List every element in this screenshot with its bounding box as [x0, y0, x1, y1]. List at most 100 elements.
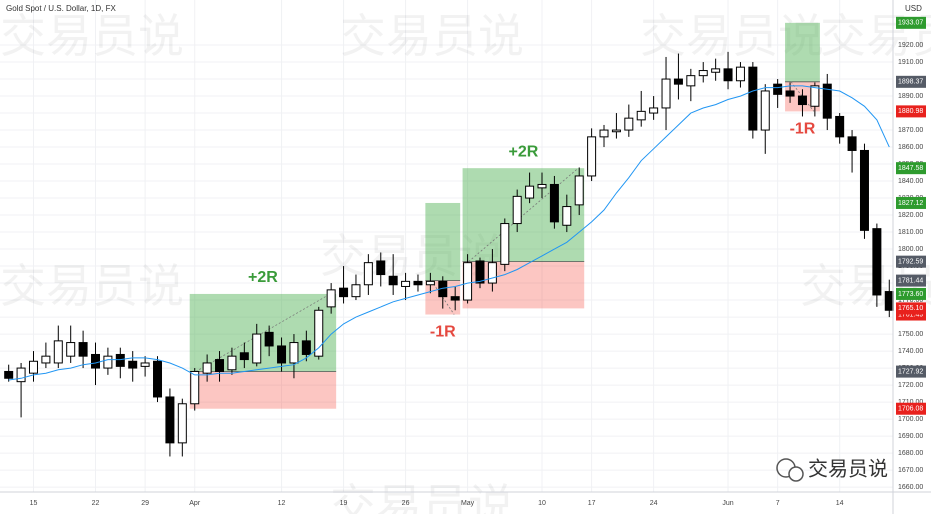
y-tick-label: 1910.00: [898, 59, 923, 66]
moving-average: [8, 85, 890, 381]
x-tick-label: 7: [776, 500, 780, 507]
watermark: 交易员说: [0, 10, 184, 62]
candle-body: [636, 110, 646, 121]
candle-body: [797, 95, 807, 106]
candle-body: [525, 185, 535, 199]
price-tag: [896, 255, 926, 268]
price-tag: [896, 16, 926, 29]
y-tick-label: 1820.00: [898, 212, 923, 219]
candle-body: [140, 362, 150, 367]
candle-body: [363, 262, 373, 286]
x-tick-label: May: [461, 500, 475, 507]
candle-body: [215, 359, 225, 372]
candle-body: [165, 396, 175, 444]
candle-body: [574, 175, 584, 206]
loss-zone: [189, 371, 337, 409]
symbol-title: Gold Spot / U.S. Dollar, 1D, FX: [6, 4, 116, 13]
candle-body: [475, 260, 485, 284]
candle-body: [884, 291, 894, 311]
price-tag: [896, 105, 926, 118]
candle-body: [277, 345, 287, 364]
x-tick-label: 29: [141, 500, 149, 507]
watermark: 交易员说: [330, 480, 514, 514]
candle-body: [773, 83, 783, 95]
watermark: 交易员说: [340, 10, 524, 62]
candle-body: [686, 75, 696, 87]
candle-body: [128, 360, 138, 369]
price-tag-label: 1898.37: [898, 79, 923, 86]
candle-body: [190, 370, 200, 405]
x-tick-label: 17: [588, 500, 596, 507]
price-tag: [896, 287, 926, 300]
candle-body: [264, 331, 274, 347]
candle-body: [153, 360, 163, 398]
axis: 1660.00 1670.00 1680.00 1690.00 1700.00 1710.…: [30, 16, 926, 507]
candle-body: [512, 195, 522, 225]
currency[interactable]: USD: [905, 4, 922, 13]
candle-body: [611, 129, 621, 133]
candle-body: [859, 149, 869, 231]
price-tag-label: 1880.98: [898, 108, 923, 115]
candle-body: [450, 296, 460, 301]
candle-body: [463, 262, 473, 301]
y-tick-label: 1890.00: [898, 93, 923, 100]
price-tag-label: 1761.49: [898, 311, 923, 318]
candle-body: [673, 78, 683, 85]
watermarks: 交易员说交易员说交易员说交易员说交易员说交易员说交易员说交易员说: [0, 10, 931, 519]
x-tick-label: 19: [340, 500, 348, 507]
price-tag-label: 1847.58: [898, 165, 923, 172]
y-tick-label: 1710.00: [898, 399, 923, 406]
y-tick-label: 1840.00: [898, 178, 923, 185]
candle-body: [425, 280, 435, 286]
profit-zone: [785, 22, 820, 82]
candle-body: [748, 66, 758, 131]
trade-result: -1R: [430, 324, 456, 341]
candle-body: [227, 355, 237, 371]
candle-body: [252, 333, 262, 364]
candle-body: [401, 280, 411, 287]
candle-body: [624, 117, 634, 131]
x-tick-label: Apr: [189, 500, 201, 507]
logo: 交易员说: [776, 457, 888, 482]
candle-body: [376, 260, 386, 276]
profit-zone: [425, 202, 461, 281]
price-tag: [896, 302, 926, 315]
candle-body: [810, 85, 820, 107]
candle-body: [711, 68, 721, 73]
candle-body: [339, 287, 349, 298]
candle-body: [289, 342, 299, 364]
price-tag-label: 1827.12: [898, 200, 923, 207]
x-tick-label: 14: [836, 500, 844, 507]
candle-body: [500, 223, 510, 265]
candle-body: [822, 83, 832, 119]
candle-body: [549, 183, 559, 223]
y-tick-label: 1660.00: [898, 484, 923, 491]
y-tick-label: 1700.00: [898, 416, 923, 423]
price-tag-label: 1765.10: [898, 305, 923, 312]
y-tick-label: 1810.00: [898, 229, 923, 236]
y-tick-label: 1770.00: [898, 297, 923, 304]
x-tick-label: 10: [538, 500, 546, 507]
candle-body: [239, 352, 249, 361]
candle-body: [4, 370, 14, 379]
candle-body: [301, 340, 311, 355]
candle-body: [388, 275, 398, 286]
trade-result: +2R: [248, 269, 278, 286]
candle-body: [91, 353, 101, 369]
y-tick-label: 1680.00: [898, 450, 923, 457]
price-tag: [896, 274, 926, 287]
price-tag: [896, 365, 926, 378]
candle-body: [413, 280, 423, 286]
x-tick-label: 26: [402, 500, 410, 507]
price-tag: [896, 162, 926, 175]
candle-body: [351, 284, 361, 298]
y-tick-label: 1750.00: [898, 331, 923, 338]
candle-body: [78, 342, 88, 357]
y-tick-label: 1860.00: [898, 144, 923, 151]
x-tick-label: 12: [278, 500, 286, 507]
candle-body: [760, 90, 770, 131]
price-tag: [896, 196, 926, 209]
price-tag: [896, 402, 926, 415]
candle-body: [326, 289, 336, 308]
